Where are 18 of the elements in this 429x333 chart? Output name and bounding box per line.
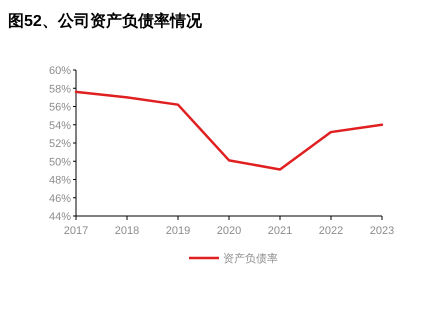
y-tick-label: 58% — [48, 83, 72, 96]
x-tick-label: 2018 — [114, 225, 140, 237]
y-tick-label: 52% — [48, 138, 72, 150]
y-tick-label: 46% — [48, 192, 72, 205]
y-tick-label: 60% — [48, 65, 72, 77]
x-tick-label: 2017 — [64, 225, 88, 237]
y-tick-label: 44% — [48, 211, 72, 223]
x-tick-label: 2023 — [370, 225, 394, 237]
y-tick-label: 50% — [48, 156, 72, 168]
x-tick-label: 2020 — [216, 225, 242, 237]
y-tick-label: 56% — [48, 102, 72, 114]
legend-label: 资产负债率 — [223, 252, 278, 265]
x-tick-label: 2021 — [268, 225, 292, 237]
x-tick-label: 2019 — [166, 225, 190, 237]
title: 图52、公司资产负债率情况 — [8, 13, 202, 30]
y-tick-label: 54% — [48, 120, 72, 132]
x-tick-label: 2022 — [318, 225, 344, 237]
y-tick-label: 48% — [48, 174, 72, 186]
